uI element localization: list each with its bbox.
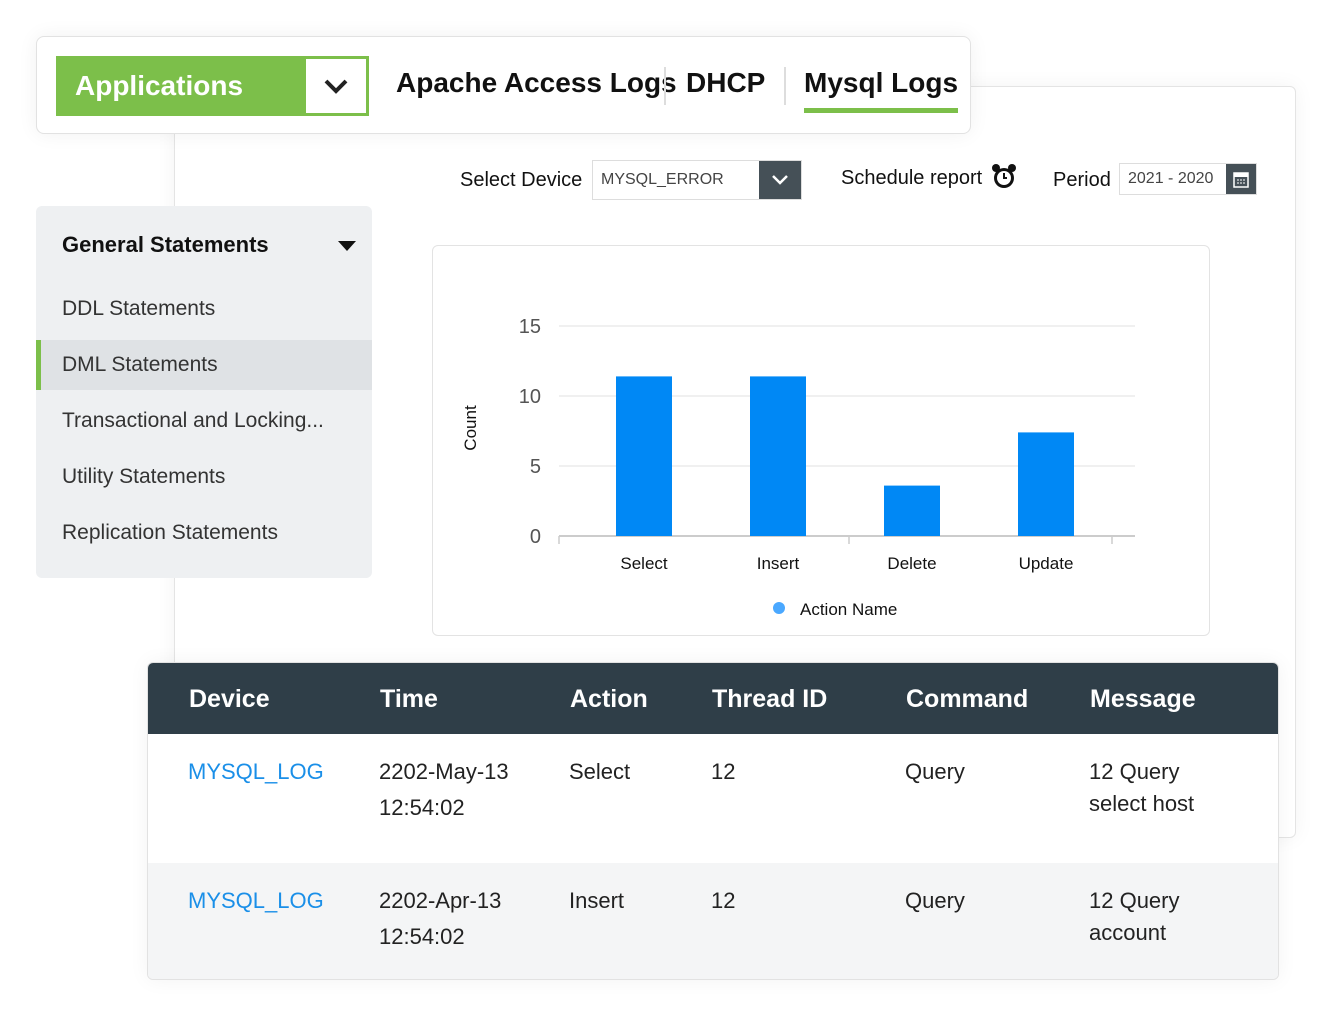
device-link[interactable]: MYSQL_LOG [188,759,324,784]
bar-select [616,376,672,536]
action-cell: Select [569,759,631,784]
tab-bar: Applications Apache Access Logs DHCP Mys… [36,36,971,134]
col-action[interactable]: Action [570,685,648,713]
device-select[interactable]: MYSQL_ERROR [592,160,802,200]
thread-cell: 12 [711,888,736,913]
device-link[interactable]: MYSQL_LOG [188,888,324,913]
period-value: 2021 - 2020 [1128,170,1214,187]
col-device[interactable]: Device [189,685,270,713]
time-clock: 12:54:02 [379,795,465,820]
thread-cell: 12 [711,759,736,784]
time-date: 2202-May-13 [379,759,509,784]
bar-insert [750,376,806,536]
period-label: Period [1053,169,1111,191]
applications-label: Applications [75,70,244,101]
bar-update [1018,432,1074,536]
period-picker[interactable]: 2021 - 2020 [1119,163,1257,195]
y-axis-label: Count [461,405,480,451]
chevron-down-icon[interactable] [306,59,366,113]
x-tick-label: Update [1019,554,1074,573]
command-cell: Query [905,759,965,784]
sidebar-item-ddl[interactable]: DDL Statements [62,297,216,320]
logs-table: Device Time Action Thread ID Command Mes… [147,662,1279,980]
select-device-label: Select Device [460,169,583,191]
legend-label: Action Name [800,600,897,619]
command-cell: Query [905,888,965,913]
bar-delete [884,485,940,536]
message-line2: select host [1089,791,1195,816]
action-cell: Insert [569,888,625,913]
tab-mysql-logs[interactable]: Mysql Logs [804,67,959,113]
sidebar: General Statements DDL Statements DML St… [36,206,372,578]
chevron-down-icon[interactable] [759,161,801,199]
x-tick-label: Delete [887,554,936,573]
table-row: MYSQL_LOG 2202-Apr-13 12:54:02 Insert 12… [148,863,1278,979]
alarm-clock-icon[interactable] [990,163,1018,191]
y-tick-label: 15 [519,316,541,338]
tab-divider [784,67,786,105]
col-time[interactable]: Time [380,685,438,713]
applications-dropdown[interactable]: Applications [56,56,369,116]
y-tick-label: 0 [530,526,541,548]
x-tick-label: Insert [757,554,800,573]
message-line1: 12 Query [1089,759,1180,784]
x-tick-label: Select [620,554,668,573]
y-tick-label: 5 [530,456,541,478]
table-row: MYSQL_LOG 2202-May-13 12:54:02 Select 12… [148,734,1278,863]
message-line1: 12 Query [1089,888,1180,913]
caret-down-icon[interactable] [338,241,356,251]
y-tick-label: 10 [519,386,541,408]
sidebar-heading[interactable]: General Statements [62,232,269,257]
time-clock: 12:54:02 [379,924,465,949]
chart-card: 0 5 10 15 Select Insert Delete Update Count Actio… [432,245,1210,636]
device-value: MYSQL_ERROR [601,171,724,188]
message-line2: account [1089,920,1167,945]
col-command[interactable]: Command [906,685,1029,713]
tab-apache-access-logs[interactable]: Apache Access Logs [396,67,677,98]
col-message[interactable]: Message [1090,685,1196,713]
table-header: Device Time Action Thread ID Command Mes… [148,663,1278,734]
sidebar-item-utility[interactable]: Utility Statements [62,465,226,488]
sidebar-item-transactional[interactable]: Transactional and Locking... [62,409,324,432]
tab-dhcp[interactable]: DHCP [686,67,766,98]
sidebar-item-dml[interactable]: DML Statements [36,340,372,390]
sidebar-item-replication[interactable]: Replication Statements [62,521,278,544]
calendar-icon[interactable] [1226,164,1256,194]
schedule-report-link[interactable]: Schedule report [841,167,983,189]
legend-marker [773,602,785,614]
time-date: 2202-Apr-13 [379,888,502,913]
bar-chart: 0 5 10 15 Select Insert Delete Update Count Actio… [461,316,1135,619]
col-thread-id[interactable]: Thread ID [712,685,828,713]
tab-divider [664,67,666,105]
